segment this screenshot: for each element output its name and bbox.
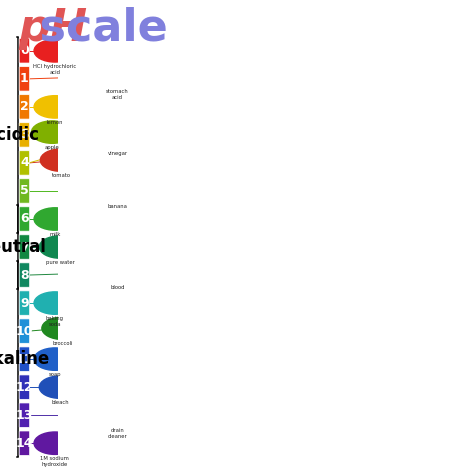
Circle shape — [34, 40, 76, 62]
Text: lemon: lemon — [46, 120, 63, 125]
Text: blood: blood — [110, 285, 125, 290]
Text: 9: 9 — [20, 297, 29, 310]
Text: 3: 3 — [20, 128, 29, 141]
Text: 1M sodium
hydroxide: 1M sodium hydroxide — [40, 456, 69, 467]
Text: baking
soda: baking soda — [46, 316, 64, 327]
FancyBboxPatch shape — [19, 151, 29, 175]
Text: 13: 13 — [16, 409, 33, 422]
Circle shape — [97, 404, 138, 427]
Text: tomato: tomato — [52, 173, 71, 178]
Text: apple: apple — [45, 145, 60, 150]
Text: 6: 6 — [20, 212, 29, 226]
Text: bleach: bleach — [51, 400, 69, 405]
FancyBboxPatch shape — [19, 319, 29, 343]
Circle shape — [31, 121, 73, 143]
Text: acidic: acidic — [0, 126, 40, 144]
Circle shape — [34, 96, 76, 118]
Text: 11: 11 — [16, 353, 33, 365]
FancyBboxPatch shape — [19, 431, 29, 456]
Text: vinegar: vinegar — [108, 151, 128, 155]
Text: stomach
acid: stomach acid — [106, 89, 129, 100]
Text: HCl hydrochloric
acid: HCl hydrochloric acid — [33, 64, 76, 74]
Text: pure water: pure water — [46, 260, 74, 265]
Circle shape — [97, 127, 138, 149]
Text: 2: 2 — [20, 100, 29, 113]
Text: 0: 0 — [20, 45, 29, 57]
Text: alkaline: alkaline — [0, 350, 49, 368]
FancyBboxPatch shape — [19, 67, 29, 91]
Circle shape — [42, 317, 83, 339]
FancyBboxPatch shape — [19, 179, 29, 203]
Text: 5: 5 — [20, 184, 29, 198]
FancyBboxPatch shape — [19, 95, 29, 119]
Circle shape — [34, 292, 76, 314]
Text: milk: milk — [49, 232, 61, 237]
FancyBboxPatch shape — [19, 39, 29, 63]
Circle shape — [97, 180, 138, 202]
Text: 1: 1 — [20, 73, 29, 85]
Text: drain
cleaner: drain cleaner — [108, 428, 128, 439]
FancyBboxPatch shape — [19, 291, 29, 315]
FancyBboxPatch shape — [19, 207, 29, 231]
FancyBboxPatch shape — [19, 403, 29, 428]
Text: broccoli: broccoli — [53, 341, 73, 346]
Circle shape — [34, 348, 76, 370]
Text: 14: 14 — [16, 437, 33, 450]
Circle shape — [97, 65, 138, 87]
Circle shape — [34, 208, 76, 230]
Circle shape — [34, 432, 76, 455]
Text: 7: 7 — [20, 240, 29, 254]
FancyBboxPatch shape — [19, 375, 29, 399]
FancyBboxPatch shape — [19, 347, 29, 371]
Text: 10: 10 — [16, 325, 33, 337]
FancyBboxPatch shape — [19, 263, 29, 287]
Text: soap: soap — [49, 372, 61, 377]
Circle shape — [39, 376, 81, 398]
Text: pH: pH — [19, 7, 88, 50]
Circle shape — [97, 261, 138, 283]
Circle shape — [40, 149, 82, 171]
Text: 8: 8 — [20, 269, 29, 282]
Text: banana: banana — [108, 204, 128, 209]
Circle shape — [39, 236, 81, 258]
FancyBboxPatch shape — [19, 123, 29, 147]
Text: 12: 12 — [16, 381, 33, 393]
FancyBboxPatch shape — [19, 235, 29, 259]
Text: 4: 4 — [20, 156, 29, 169]
Text: neutral: neutral — [0, 238, 46, 256]
Text: scale: scale — [24, 7, 168, 50]
